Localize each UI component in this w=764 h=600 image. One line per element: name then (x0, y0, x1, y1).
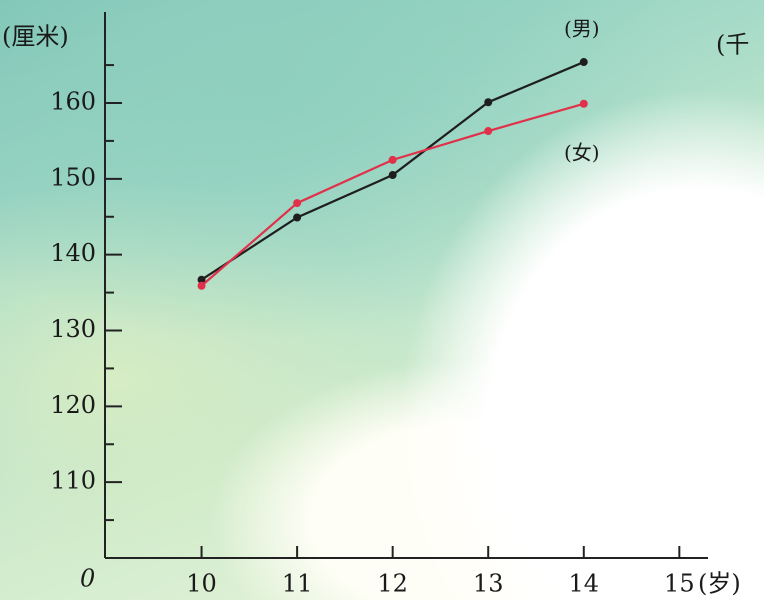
x-tick-label: 11 (282, 570, 313, 598)
y-tick-label: 110 (50, 467, 96, 495)
y-axis-label: (厘米) (2, 23, 69, 51)
y-tick-label: 160 (50, 88, 96, 116)
x-tick-label: 15 (664, 570, 695, 598)
data-point (197, 275, 206, 284)
data-point (293, 213, 302, 222)
series-label: (女) (564, 140, 600, 164)
x-tick-label: 10 (186, 570, 217, 598)
cropped-text: (千 (716, 31, 749, 59)
data-point (484, 127, 493, 136)
y-tick-label: 150 (50, 163, 96, 191)
data-point (388, 155, 397, 164)
x-tick-label: 12 (377, 570, 408, 598)
y-tick-label: 140 (50, 239, 96, 267)
series-label: (男) (564, 17, 600, 41)
data-point (197, 281, 206, 290)
data-point (579, 99, 588, 108)
origin-label: 0 (80, 565, 95, 593)
data-point (388, 171, 397, 180)
series-line (200, 102, 585, 287)
x-tick-label: 14 (569, 570, 600, 598)
x-tick-label: 13 (473, 570, 504, 598)
series-line (200, 61, 585, 281)
x-axis-label: (岁) (698, 570, 741, 598)
y-tick-label: 130 (50, 315, 96, 343)
data-point (484, 98, 493, 107)
data-point (293, 199, 302, 208)
y-tick-label: 120 (50, 391, 96, 419)
data-point (579, 58, 588, 67)
